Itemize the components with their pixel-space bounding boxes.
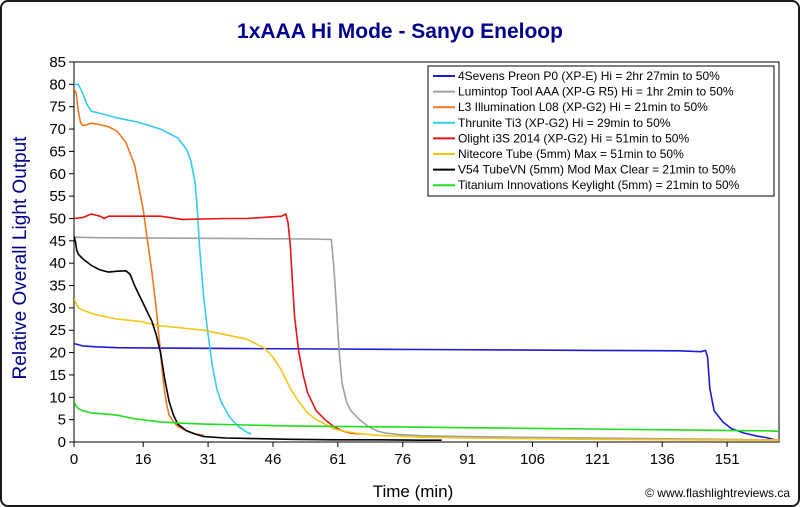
y-tick-label: 30 xyxy=(49,300,66,317)
y-ticks: 0 5 10 15 20 25 30 35 40 45 50 55 60 65 70 75 80 85 xyxy=(49,54,74,451)
legend-entry-3: L3 Illumination L08 (XP-G2) Hi = 21min t… xyxy=(458,100,708,114)
legend-entry-5: Olight i3S 2014 (XP-G2) Hi = 51min to 50… xyxy=(458,131,689,145)
x-tick-label: 76 xyxy=(394,451,411,468)
legend-entry-2: Lumintop Tool AAA (XP-G R5) Hi = 1hr 2mi… xyxy=(458,85,734,99)
x-tick-label: 136 xyxy=(650,451,675,468)
x-tick-label: 0 xyxy=(70,451,78,468)
x-tick-label: 46 xyxy=(265,451,282,468)
series-line-3 xyxy=(74,88,204,437)
x-axis-label: Time (min) xyxy=(373,482,454,501)
y-axis-label: Relative Overall Light Output xyxy=(10,136,31,380)
y-tick-label: 55 xyxy=(49,188,66,205)
x-tick-label: 61 xyxy=(329,451,346,468)
x-ticks: 0 16 31 46 61 76 91 106 121 136 151 xyxy=(70,442,740,468)
legend-entry-6: Nitecore Tube (5mm) Max = 51min to 50% xyxy=(458,147,684,161)
legend-entry-8: Titanium Innovations Keylight (5mm) = 21… xyxy=(458,178,740,192)
series-line-4 xyxy=(74,83,252,435)
y-tick-label: 25 xyxy=(49,322,66,339)
series-line-2 xyxy=(74,236,779,441)
legend-entry-1: 4Sevens Preon P0 (XP-E) Hi = 2hr 27min t… xyxy=(458,69,720,83)
series-line-5 xyxy=(74,213,360,435)
x-tick-label: 121 xyxy=(585,451,610,468)
x-tick-label: 91 xyxy=(459,451,476,468)
y-tick-label: 60 xyxy=(49,166,66,183)
legend-entry-4: Thrunite Ti3 (XP-G2) Hi = 29min to 50% xyxy=(458,116,671,130)
legend: 4Sevens Preon P0 (XP-E) Hi = 2hr 27min t… xyxy=(427,65,775,197)
y-tick-label: 35 xyxy=(49,278,66,295)
y-tick-label: 45 xyxy=(49,233,66,250)
credit-text: © www.flashlightreviews.ca xyxy=(645,486,790,500)
y-tick-label: 40 xyxy=(49,255,66,272)
x-tick-label: 16 xyxy=(135,451,152,468)
series-line-8 xyxy=(74,401,779,433)
x-tick-label: 151 xyxy=(715,451,740,468)
legend-box xyxy=(427,65,775,197)
y-tick-label: 85 xyxy=(49,54,66,71)
y-tick-label: 75 xyxy=(49,99,66,116)
y-tick-label: 10 xyxy=(49,389,66,406)
series-lines xyxy=(74,83,779,442)
chart-title: 1xAAA Hi Mode - Sanyo Eneloop xyxy=(237,20,563,43)
y-tick-label: 50 xyxy=(49,210,66,227)
series-line-6 xyxy=(74,298,779,442)
y-tick-label: 5 xyxy=(58,412,66,429)
y-tick-label: 80 xyxy=(49,76,66,93)
x-tick-label: 31 xyxy=(200,451,217,468)
y-tick-label: 70 xyxy=(49,121,66,138)
series-line-7 xyxy=(74,236,442,442)
y-tick-label: 0 xyxy=(58,434,66,451)
y-tick-label: 15 xyxy=(49,367,66,384)
x-tick-label: 106 xyxy=(520,451,545,468)
legend-entry-7: V54 TubeVN (5mm) Mod Max Clear = 21min t… xyxy=(458,163,736,177)
y-tick-label: 20 xyxy=(49,345,66,362)
y-tick-label: 65 xyxy=(49,143,66,160)
